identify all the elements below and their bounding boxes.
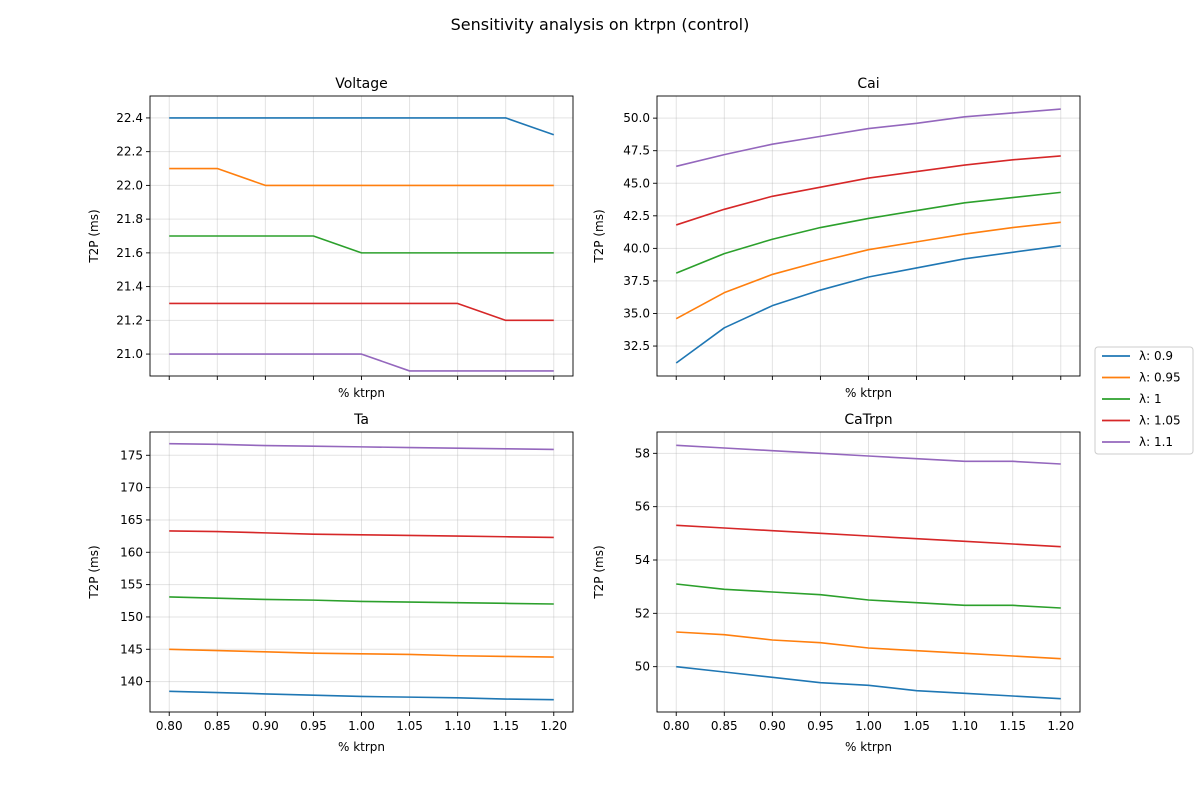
catrpn-x-tick-label: 1.00 [855,719,882,733]
ta-title: Ta [353,412,369,428]
subplot-cai: 32.5 35.0 37.5 40.0 42.5 45.0 47.5 50.0 Cai % ktr… [592,76,1081,400]
voltage-y-tick-label: 21.6 [116,246,143,260]
cai-title: Cai [857,76,879,92]
legend-item-1-1: λ: 1.1 [1102,435,1173,449]
ta-series-line-0-95 [169,648,554,658]
cai-y-tick-label: 40.0 [623,241,650,255]
catrpn-x-tick-label: 0.80 [663,719,690,733]
ta-y-tick-label: 165 [120,513,143,527]
cai-series-line-0-95 [675,221,1061,320]
catrpn-series-line-0-9 [676,665,1061,700]
catrpn-x-tick-label: 1.05 [903,719,930,733]
voltage-y-tick-label: 22.2 [116,145,143,159]
ta-x-tick-label: 0.80 [156,719,183,733]
cai-y-tick-label: 47.5 [623,144,650,158]
cai-series-line-0-9 [675,244,1061,364]
catrpn-x-tick-label: 1.15 [999,719,1026,733]
legend-label: λ: 0.9 [1139,349,1173,363]
subplots: 21.0 21.2 21.4 21.6 21.8 22.0 22.2 22.4 Voltage%… [87,76,1081,754]
voltage-series-line-1 [169,235,554,254]
ta-x-tick-label: 1.20 [540,719,567,733]
catrpn-y-axis-label: T2P (ms) [592,545,606,599]
catrpn-series-line-1-05 [676,524,1061,548]
cai-y-tick-label: 45.0 [623,176,650,190]
catrpn-x-tick-label: 1.20 [1047,719,1074,733]
ta-x-tick-label: 1.05 [396,719,423,733]
ta-y-axis-label: T2P (ms) [87,545,101,599]
ta-x-tick-label: 1.10 [444,719,471,733]
cai-x-axis-label: % ktrpn [845,386,892,400]
voltage-x-axis-label: % ktrpn [338,386,385,400]
catrpn-title: CaTrpn [844,412,892,428]
voltage-y-tick-label: 21.8 [116,212,143,226]
voltage-y-axis-label: T2P (ms) [87,209,101,263]
voltage-series-line-1-1 [169,353,554,372]
legend-label: λ: 0.95 [1139,371,1181,385]
ta-y-tick-label: 155 [120,578,143,592]
subplot-ta: 0.80 0.85 0.90 0.95 1.00 1.05 1.10 1.15 1.20 140 1… [87,412,574,754]
legend-box [1094,346,1194,455]
ta-x-tick-label: 0.85 [204,719,231,733]
catrpn-x-tick-label: 0.85 [711,719,738,733]
catrpn-x-tick-label: 1.10 [951,719,978,733]
legend-label: λ: 1.05 [1139,414,1181,428]
voltage-series-line-1-05 [169,302,554,322]
legend-label: λ: 1.1 [1139,435,1173,449]
catrpn-series-line-0-95 [676,631,1061,660]
voltage-y-tick-label: 21.0 [116,347,143,361]
catrpn-series-line-1 [676,583,1061,609]
catrpn-y-tick-label: 58 [635,446,650,460]
catrpn-x-tick-label: 0.90 [759,719,786,733]
catrpn-y-tick-label: 56 [635,500,650,514]
legend-item-1: λ: 1 [1102,392,1162,406]
catrpn-y-tick-label: 50 [635,660,650,674]
voltage-series-line-0-95 [169,167,554,187]
ta-series-line-1-05 [169,530,554,539]
subplot-catrpn: 0.80 0.85 0.90 0.95 1.00 1.05 1.10 1.15 1.20 50 52… [592,412,1081,754]
subplot-voltage: 21.0 21.2 21.4 21.6 21.8 22.0 22.2 22.4 Voltage%… [87,76,574,400]
legend-item-0-9: λ: 0.9 [1102,349,1173,363]
cai-series-line-1-1 [676,108,1061,168]
ta-x-tick-label: 0.95 [300,719,327,733]
voltage-title: Voltage [335,76,388,92]
ta-y-tick-label: 145 [120,642,143,656]
cai-y-tick-label: 42.5 [623,209,650,223]
cai-y-tick-label: 50.0 [623,111,650,125]
ta-x-tick-label: 1.00 [348,719,375,733]
ta-y-tick-label: 160 [120,545,143,559]
legend-item-1-05: λ: 1.05 [1102,414,1181,428]
voltage-y-tick-label: 21.2 [116,313,143,327]
ta-y-tick-label: 175 [120,448,143,462]
ta-series-line-1 [169,596,554,605]
cai-y-tick-label: 35.0 [623,306,650,320]
ta-x-tick-label: 1.15 [492,719,519,733]
ta-series-line-1-1 [169,442,554,451]
cai-series-line-1 [675,191,1061,274]
cai-series-line-1-05 [675,155,1061,226]
ta-y-tick-label: 170 [120,481,143,495]
cai-y-axis-label: T2P (ms) [592,209,606,263]
cai-y-tick-label: 37.5 [623,274,650,288]
voltage-y-tick-label: 22.4 [116,111,143,125]
voltage-y-tick-label: 21.4 [116,280,143,294]
legend-item-0-95: λ: 0.95 [1102,371,1181,385]
catrpn-series-line-1-1 [676,444,1061,465]
ta-series-line-0-9 [169,690,554,701]
voltage-y-tick-label: 22.0 [116,178,143,192]
catrpn-x-axis-label: % ktrpn [845,740,892,754]
ta-x-axis-label: % ktrpn [338,740,385,754]
legend-label: λ: 1 [1139,392,1162,406]
catrpn-y-tick-label: 54 [635,553,650,567]
catrpn-x-tick-label: 0.95 [807,719,834,733]
voltage-series-line-0-9 [169,117,555,136]
ta-y-tick-label: 150 [120,610,143,624]
catrpn-y-tick-label: 52 [635,606,650,620]
figure-suptitle: Sensitivity analysis on ktrpn (control) [451,15,750,34]
ta-x-tick-label: 0.90 [252,719,279,733]
ta-y-tick-label: 140 [120,675,143,689]
cai-y-tick-label: 32.5 [623,339,650,353]
legend: λ: 0.9 λ: 0.95 λ: 1 λ: 1.05 λ: 1.1 [1094,346,1194,455]
